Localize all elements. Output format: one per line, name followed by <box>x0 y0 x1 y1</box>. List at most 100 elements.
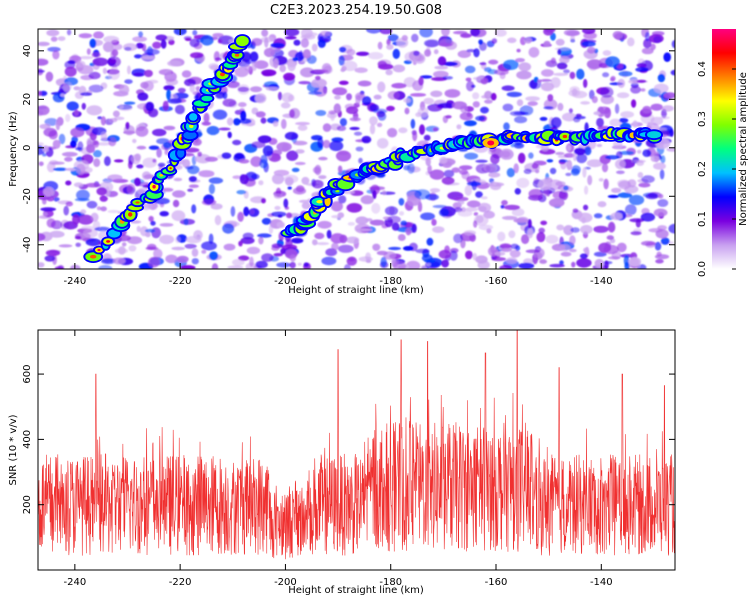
heatmap-cell <box>488 172 501 178</box>
heatmap-cell <box>318 175 327 180</box>
heatmap-cell <box>398 211 405 216</box>
heatmap-cell <box>437 56 447 66</box>
heatmap-ridges <box>83 34 663 263</box>
heatmap-cell <box>113 159 124 163</box>
heatmap-cell <box>583 204 589 211</box>
heatmap-cell <box>249 51 259 62</box>
ridge-cell <box>236 35 249 47</box>
heatmap-cell <box>419 124 425 135</box>
heatmap-cell <box>172 199 180 208</box>
heatmap-cell <box>478 224 494 231</box>
snr-x-axis: -240 -220 -200 -180 -160 -140 <box>63 330 613 588</box>
heatmap-cell <box>347 222 355 226</box>
heatmap-cell <box>420 212 435 221</box>
heatmap-cell <box>563 29 580 37</box>
heatmap-cell <box>208 177 224 184</box>
heatmap-cell <box>160 39 167 49</box>
heatmap-cell <box>400 220 408 226</box>
heatmap-cell <box>376 250 388 256</box>
heatmap-cell <box>232 258 245 266</box>
heatmap-cell <box>387 91 400 100</box>
heatmap-cell <box>506 167 515 178</box>
heatmap-cell <box>358 157 363 164</box>
heatmap-cell <box>449 250 458 261</box>
heatmap-cell <box>274 205 281 211</box>
ridge-cell <box>128 212 133 217</box>
heatmap-cell <box>294 161 306 166</box>
ridge-cell <box>647 131 661 139</box>
heatmap-cell <box>661 105 674 112</box>
heatmap-cell <box>528 188 544 199</box>
heatmap-cell <box>254 93 267 104</box>
heatmap-cell <box>369 116 378 126</box>
heatmap-cell <box>339 118 347 127</box>
heatmap-cell <box>473 220 478 228</box>
heatmap-cell <box>660 237 670 245</box>
heatmap-cell <box>583 78 588 88</box>
heatmap-cell <box>166 89 172 101</box>
heatmap-cell <box>260 198 266 204</box>
heatmap-cell <box>570 227 581 233</box>
colorbar-ticks: 0.0 0.1 0.2 0.3 0.4 <box>697 61 736 277</box>
heatmap-cell <box>456 124 462 130</box>
heatmap-cell <box>451 167 461 173</box>
heatmap-cell <box>74 109 79 116</box>
heatmap-cell <box>212 33 224 38</box>
snr-y-label: SNR (10 * v/v) <box>8 414 19 485</box>
heatmap-cell <box>161 187 174 192</box>
heatmap-cell <box>38 69 45 73</box>
heatmap-cell <box>191 258 199 265</box>
heatmap-cell <box>373 94 382 100</box>
heatmap-cell <box>619 150 634 155</box>
heatmap-cell <box>262 145 274 157</box>
heatmap-cell <box>614 103 620 114</box>
heatmap-cell <box>92 140 100 148</box>
heatmap-cell <box>64 66 77 77</box>
heatmap-cell <box>581 40 596 47</box>
heatmap-cell <box>531 163 539 169</box>
heatmap-cell <box>184 38 192 41</box>
heatmap-cell <box>556 62 568 70</box>
x-tick-label: -180 <box>379 276 402 287</box>
ridge-cell <box>562 134 568 139</box>
heatmap-cell <box>559 56 570 64</box>
heatmap-cell <box>284 36 297 40</box>
heatmap-cell <box>423 97 435 105</box>
heatmap-cell <box>180 265 196 269</box>
heatmap-cell <box>650 155 660 162</box>
heatmap-cell <box>292 57 298 62</box>
heatmap-cell <box>657 199 669 207</box>
heatmap-cell <box>660 155 666 164</box>
colorbar-tick-label: 0.1 <box>697 211 708 227</box>
heatmap-cell <box>494 251 506 256</box>
heatmap-cell <box>571 261 576 268</box>
ridge-cell <box>177 148 185 158</box>
heatmap-cell <box>303 262 309 268</box>
heatmap-cell <box>313 69 329 73</box>
heatmap-cell <box>587 46 596 54</box>
heatmap-cell <box>491 38 498 44</box>
heatmap-cell <box>516 99 524 107</box>
heatmap-cell <box>631 99 637 108</box>
heatmap-cell <box>38 233 46 242</box>
heatmap-cell <box>230 206 236 217</box>
heatmap-cell <box>55 121 61 131</box>
heatmap-cell <box>280 102 291 109</box>
heatmap-cell <box>240 110 247 121</box>
heatmap-cell <box>298 199 311 203</box>
heatmap-cell <box>457 200 465 205</box>
heatmap-cell <box>227 265 244 269</box>
heatmap-cell <box>157 162 166 168</box>
heatmap-cell <box>637 172 644 178</box>
heatmap-cell <box>546 159 554 163</box>
y-tick-label: 200 <box>22 495 33 514</box>
heatmap-cell <box>189 38 200 48</box>
ridge-cell <box>220 72 225 77</box>
heatmap-cell <box>518 152 526 164</box>
heatmap-cell <box>49 230 65 238</box>
heatmap-cell <box>501 215 518 220</box>
heatmap-cell <box>268 224 274 234</box>
heatmap-cell <box>539 259 547 264</box>
heatmap-cell <box>251 60 257 71</box>
